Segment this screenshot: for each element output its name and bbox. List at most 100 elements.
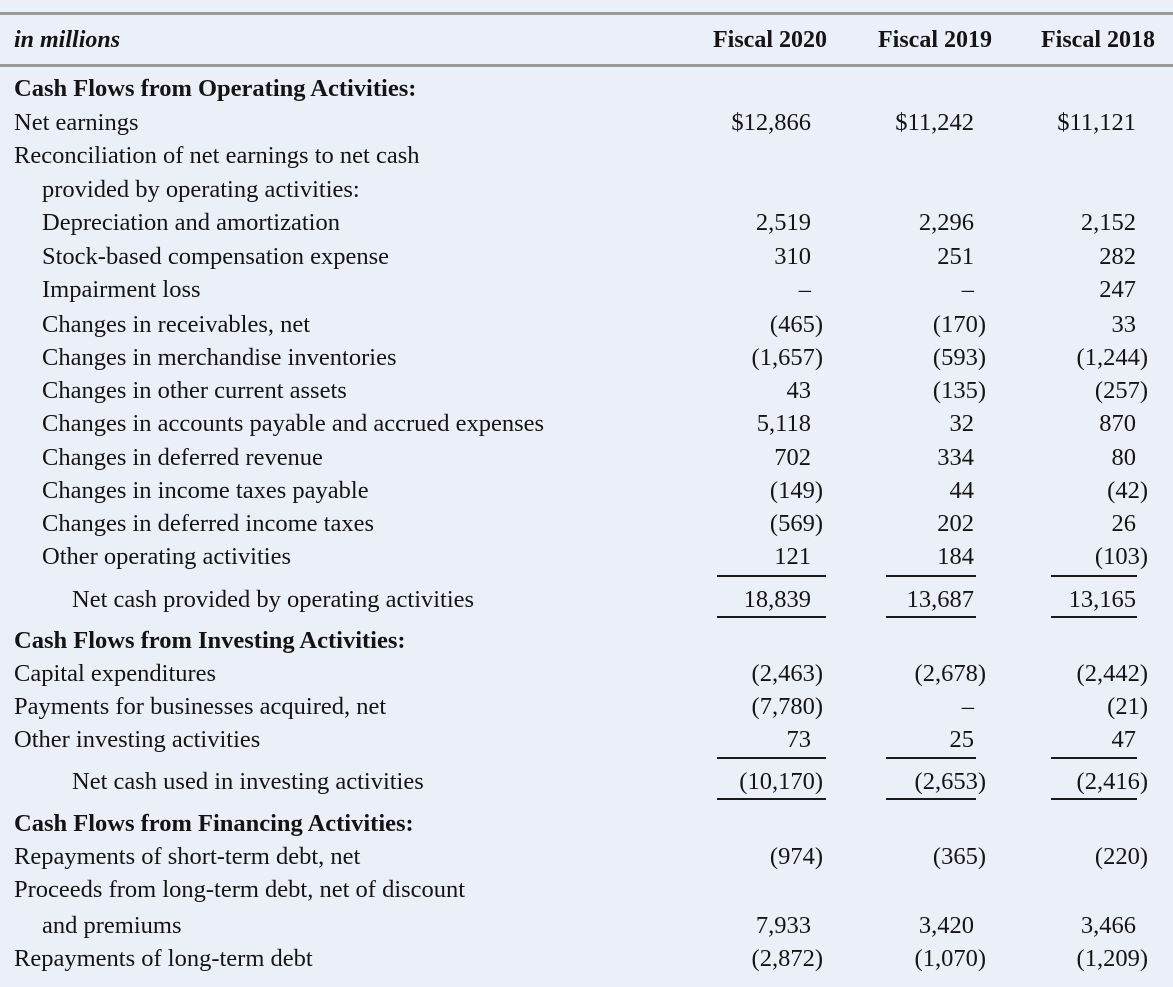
value-cell: (593)	[932, 344, 986, 371]
subtotal-rule	[1051, 575, 1137, 577]
header-fiscal-2020: Fiscal 2020	[713, 27, 827, 53]
table-row: Changes in other current assets 43 (135) (2…	[0, 374, 1173, 407]
value-cell: 13,687	[906, 586, 974, 613]
value-cell: 870	[1099, 410, 1136, 437]
value-cell: (2,416)	[1076, 768, 1148, 795]
value-cell: $11,242	[895, 109, 974, 136]
subtotal-rule	[886, 575, 976, 577]
row-label: Changes in merchandise inventories	[42, 344, 397, 371]
row-label: Other investing activities	[14, 726, 261, 753]
table-row: Changes in deferred revenue 702 334 80	[0, 441, 1173, 474]
total-rule	[886, 798, 976, 800]
table-row: Repayments of long-term debt (2,872) (1,07…	[0, 942, 1173, 975]
total-row: Net cash provided by operating activitie…	[0, 583, 1173, 616]
value-cell: (2,872)	[751, 945, 823, 972]
row-label: Changes in income taxes payable	[42, 477, 369, 504]
table-row: Changes in receivables, net (465) (170) 33	[0, 308, 1173, 341]
total-rule	[717, 798, 826, 800]
table-row: Payments for businesses acquired, net (7,…	[0, 690, 1173, 723]
row-label: and premiums	[42, 912, 182, 939]
top-rule	[0, 12, 1173, 15]
subtotal-rule	[717, 575, 826, 577]
value-cell: 26	[1111, 510, 1137, 537]
row-label: Reconciliation of net earnings to net ca…	[14, 142, 420, 169]
row-label: Cash Flows from Operating Activities:	[14, 75, 417, 102]
value-cell: 5,118	[756, 410, 811, 437]
value-cell: 25	[949, 726, 975, 753]
value-cell: 702	[774, 444, 811, 471]
value-cell: (42)	[1107, 477, 1148, 504]
value-cell: 282	[1099, 243, 1136, 270]
value-cell: 3,466	[1080, 912, 1136, 939]
value-cell: (1,657)	[751, 344, 823, 371]
total-rule	[886, 616, 976, 618]
header-rule	[0, 64, 1173, 67]
table-row: Changes in income taxes payable (149) 44 (4…	[0, 474, 1173, 507]
section-header-row: Cash Flows from Operating Activities:	[0, 72, 1173, 105]
row-label: Cash Flows from Investing Activities:	[14, 627, 406, 654]
value-cell: (170)	[932, 311, 986, 338]
value-cell: 47	[1111, 726, 1137, 753]
total-rule	[717, 616, 826, 618]
value-cell: (10,170)	[739, 768, 823, 795]
table-row: and premiums 7,933 3,420 3,466	[0, 909, 1173, 942]
header-fiscal-2019: Fiscal 2019	[878, 27, 992, 53]
value-cell: (974)	[769, 843, 823, 870]
table-row: Impairment loss – – 247	[0, 273, 1173, 306]
table-row: Repayments of short-term debt, net (974) (…	[0, 840, 1173, 873]
row-label: Proceeds from long-term debt, net of dis…	[14, 876, 466, 903]
total-rule	[1051, 798, 1137, 800]
header-fiscal-2018: Fiscal 2018	[1041, 27, 1155, 53]
table-row: Other investing activities 73 25 47	[0, 723, 1173, 756]
value-cell: $12,866	[731, 109, 811, 136]
value-cell: 44	[949, 477, 975, 504]
row-label: Repayments of long-term debt	[14, 945, 313, 972]
value-cell: (103)	[1094, 543, 1148, 570]
value-cell: 33	[1111, 311, 1137, 338]
value-cell: (149)	[769, 477, 823, 504]
table-row: Changes in deferred income taxes (569) 202…	[0, 507, 1173, 540]
value-cell: (21)	[1107, 693, 1148, 720]
row-label: Payments for businesses acquired, net	[14, 693, 387, 720]
section-header-row: Cash Flows from Investing Activities:	[0, 624, 1173, 657]
value-cell: 43	[786, 377, 812, 404]
table-row: Depreciation and amortization 2,519 2,296 2…	[0, 206, 1173, 239]
value-cell: 184	[937, 543, 974, 570]
value-cell: (1,070)	[914, 945, 986, 972]
total-rule	[1051, 616, 1137, 618]
value-cell: (569)	[769, 510, 823, 537]
value-cell: 2,152	[1080, 209, 1136, 236]
value-cell: 334	[937, 444, 974, 471]
table-row: Proceeds from long-term debt, net of dis…	[0, 873, 1173, 906]
row-label: Net cash provided by operating activitie…	[72, 586, 475, 613]
value-cell: (7,780)	[751, 693, 823, 720]
value-cell: (2,442)	[1076, 660, 1148, 687]
row-label: provided by operating activities:	[42, 176, 360, 203]
value-cell: (220)	[1094, 843, 1148, 870]
row-label: Changes in accounts payable and accrued …	[42, 410, 545, 437]
row-label: Impairment loss	[42, 276, 201, 303]
value-cell: –	[961, 276, 974, 303]
value-cell: (465)	[769, 311, 823, 338]
value-cell: 3,420	[918, 912, 974, 939]
table-row: provided by operating activities:	[0, 173, 1173, 206]
value-cell: 247	[1099, 276, 1136, 303]
row-label: Changes in other current assets	[42, 377, 347, 404]
header-label: in millions	[14, 27, 121, 53]
value-cell: (257)	[1094, 377, 1148, 404]
value-cell: 251	[937, 243, 974, 270]
value-cell: 7,933	[755, 912, 811, 939]
row-label: Changes in deferred revenue	[42, 444, 323, 471]
row-label: Net cash used in investing activities	[72, 768, 424, 795]
total-row: Net cash used in investing activities (10…	[0, 765, 1173, 798]
table-row: Net earnings $12,866 $11,242 $11,121	[0, 106, 1173, 139]
table-row: Changes in accounts payable and accrued …	[0, 407, 1173, 440]
value-cell: 310	[774, 243, 811, 270]
value-cell: (2,463)	[751, 660, 823, 687]
row-label: Changes in receivables, net	[42, 311, 311, 338]
table-row: Stock-based compensation expense 310 251 28…	[0, 240, 1173, 273]
value-cell: 13,165	[1068, 586, 1136, 613]
table-row: Changes in merchandise inventories (1,657…	[0, 341, 1173, 374]
value-cell: 202	[937, 510, 974, 537]
